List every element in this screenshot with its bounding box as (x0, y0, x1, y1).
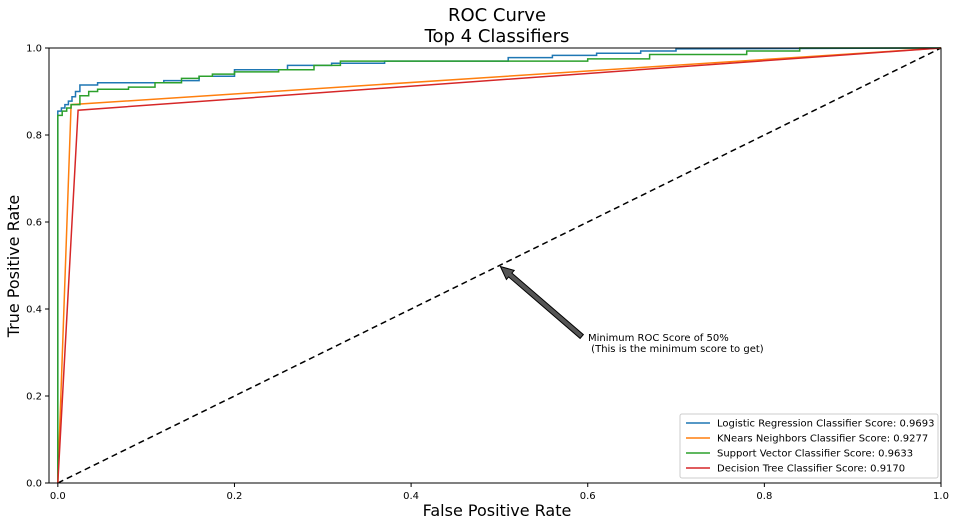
x-tick-label: 1.0 (933, 491, 949, 502)
legend-box (679, 413, 939, 479)
legend-entry-label: Support Vector Classifier Score: 0.9633 (717, 449, 913, 460)
x-tick-label: 0.6 (580, 491, 596, 502)
annotation-line-2: (This is the minimum score to get) (588, 344, 764, 355)
annotation: Minimum ROC Score of 50% (This is the mi… (499, 265, 764, 355)
legend-entry-label: Decision Tree Classifier Score: 0.9170 (717, 464, 905, 475)
series-line-decision-tree-classifier (57, 47, 942, 484)
x-tick-label: 0.4 (403, 491, 419, 502)
y-tick-label: 0.6 (26, 218, 42, 229)
chart-title-line-1: ROC Curve (448, 5, 546, 26)
legend-entry-label: Logistic Regression Classifier Score: 0.… (717, 419, 934, 430)
y-axis-ticks: 0.0 0.2 0.4 0.6 0.8 1.0 (26, 44, 49, 490)
x-tick-label: 0.2 (227, 491, 243, 502)
annotation-arrow (499, 265, 585, 340)
legend-entry-label: KNears Neighbors Classifier Score: 0.927… (717, 434, 928, 445)
y-tick-label: 0.2 (26, 392, 42, 403)
annotation-line-1: Minimum ROC Score of 50% (588, 333, 729, 344)
plot-area (57, 47, 942, 484)
legend: Logistic Regression Classifier Score: 0.… (679, 413, 939, 479)
chart-title-line-2: Top 4 Classifiers (424, 26, 570, 47)
series-line-support-vector-classifier (57, 47, 941, 483)
y-tick-label: 1.0 (26, 44, 42, 55)
x-axis-label: False Positive Rate (423, 501, 572, 520)
x-axis-ticks: 0.0 0.2 0.4 0.6 0.8 1.0 (50, 483, 949, 502)
y-tick-label: 0.0 (26, 479, 42, 490)
y-tick-label: 0.4 (26, 305, 42, 316)
x-tick-label: 0.0 (50, 491, 66, 502)
y-tick-label: 0.8 (26, 131, 42, 142)
x-tick-label: 0.8 (756, 491, 772, 502)
reference-diagonal-line (57, 47, 942, 484)
plot-frame (48, 47, 942, 484)
y-axis-label: True Positive Rate (4, 195, 23, 339)
